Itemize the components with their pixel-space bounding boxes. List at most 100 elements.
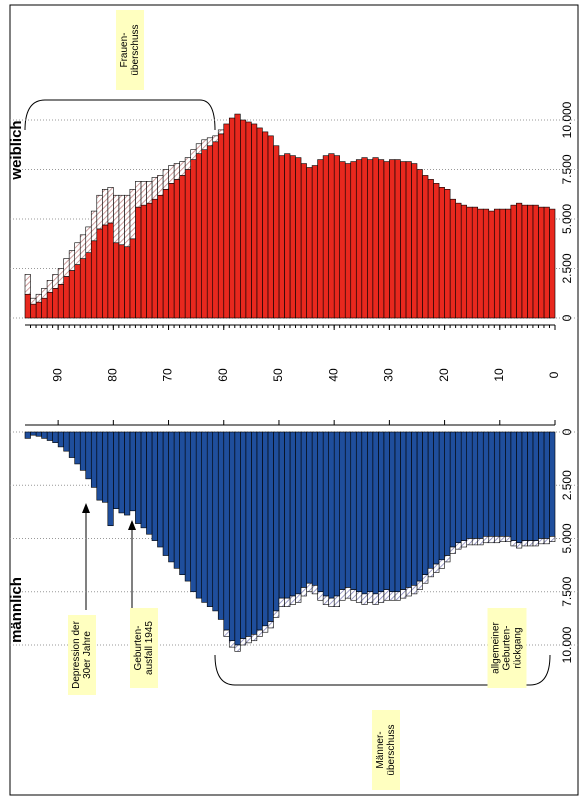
bar (79, 258, 87, 319)
bar (306, 167, 313, 319)
annotation: Depression der (71, 620, 82, 688)
bar (350, 431, 357, 590)
bar (212, 141, 219, 319)
bar (361, 157, 368, 319)
bar (361, 593, 368, 605)
bar (295, 157, 302, 319)
bar (516, 202, 523, 319)
x-tick-label: 40 (326, 368, 340, 382)
bar (317, 431, 324, 593)
bar (262, 131, 269, 319)
bar (400, 161, 407, 319)
bar (466, 538, 473, 546)
bar (482, 208, 490, 319)
bar (521, 540, 528, 547)
bar (499, 208, 506, 319)
bar (372, 431, 379, 595)
bar (206, 431, 214, 607)
bar (328, 431, 335, 599)
bar (79, 431, 87, 471)
bar (411, 163, 418, 319)
bar (206, 145, 214, 319)
bar (317, 591, 324, 601)
bar (30, 297, 37, 305)
x-tick-label: 20 (437, 368, 451, 382)
x-tick-label: 70 (161, 368, 175, 382)
bar (295, 593, 302, 603)
bar (124, 194, 131, 248)
bar (449, 198, 456, 319)
bar (101, 431, 109, 503)
bar (35, 293, 42, 303)
brace (24, 99, 216, 131)
bar (538, 431, 545, 539)
bar (135, 206, 142, 319)
y-tick-label: 2.500 (560, 253, 574, 283)
bar (510, 431, 517, 541)
bar (46, 291, 53, 319)
bar (212, 431, 219, 612)
bar (195, 143, 202, 154)
bar (488, 210, 495, 319)
bar (162, 169, 169, 190)
annotation: 30er Jahre (82, 631, 93, 679)
bar (157, 431, 164, 548)
y-tick-label: 7.500 (560, 154, 574, 184)
y-tick-label: 2.500 (560, 470, 574, 500)
bar (107, 431, 114, 527)
bar (493, 536, 501, 544)
arrow-head (82, 503, 90, 513)
bar (184, 157, 191, 170)
bar (273, 610, 280, 618)
bar (190, 149, 197, 160)
bar (477, 431, 484, 539)
bar (240, 431, 247, 639)
bar (251, 634, 258, 642)
bar (146, 202, 153, 319)
y-tick-label: 10.000 (560, 626, 574, 663)
annotation: Männer- (375, 731, 386, 768)
bar (488, 536, 495, 544)
bar (499, 431, 506, 537)
bar (129, 238, 136, 319)
bar (366, 591, 374, 603)
bar (135, 181, 142, 208)
annotation: rückgang (513, 627, 524, 668)
bar (322, 155, 329, 319)
bar (107, 222, 114, 319)
bar (344, 431, 352, 588)
bar (383, 589, 390, 601)
bar (173, 163, 180, 180)
bar (543, 206, 550, 319)
x-tick-label: 50 (271, 368, 285, 382)
bar (278, 597, 285, 607)
bar (135, 431, 142, 524)
bar (455, 202, 462, 319)
bar (52, 431, 59, 443)
bar (455, 542, 462, 550)
bar (416, 431, 423, 582)
bar (206, 137, 214, 147)
bar (101, 224, 109, 319)
bar (74, 264, 81, 319)
bar (499, 536, 506, 542)
bar (493, 431, 501, 537)
bar (516, 542, 523, 549)
bar (146, 431, 153, 535)
bar (57, 431, 64, 448)
bar (273, 431, 280, 612)
bar (549, 431, 556, 537)
bar (63, 276, 70, 319)
bar (68, 250, 75, 271)
bar (333, 595, 340, 607)
bar (267, 431, 274, 622)
bar (24, 431, 31, 439)
bar (394, 159, 401, 319)
bar (251, 123, 258, 319)
bar (532, 540, 539, 547)
bar (267, 135, 274, 319)
bar (460, 431, 467, 541)
bar (140, 181, 147, 206)
bar (532, 204, 539, 319)
bar (168, 183, 175, 319)
